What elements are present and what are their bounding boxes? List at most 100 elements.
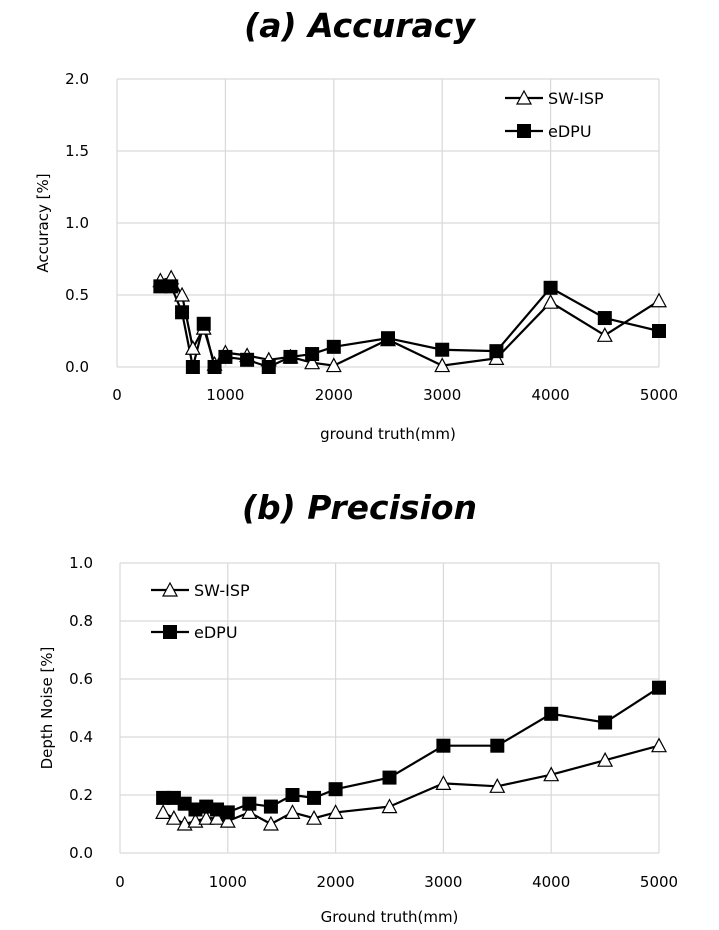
legend-label-edpu: eDPU: [194, 623, 238, 642]
data-point-sw-isp: [184, 340, 201, 355]
data-point-edpu: [188, 802, 203, 817]
data-point-sw-isp: [327, 804, 344, 820]
data-point-sw-isp: [325, 357, 342, 373]
data-point-edpu: [207, 360, 222, 374]
data-point-sw-isp: [174, 286, 191, 302]
data-point-sw-isp: [262, 815, 279, 831]
data-point-sw-isp: [165, 809, 182, 825]
legend-marker-sw-isp: [161, 581, 179, 597]
data-point-edpu: [381, 331, 395, 346]
series-line-sw-isp: [160, 276, 660, 367]
data-point-sw-isp: [435, 775, 452, 791]
y-tick-label: 1.5: [65, 142, 89, 160]
legend-marker-edpu: [163, 625, 177, 639]
legend-label-edpu: eDPU: [548, 122, 592, 141]
series-line-edpu: [160, 285, 660, 370]
data-point-edpu: [652, 324, 666, 338]
x-tick-label: 0: [112, 386, 122, 404]
data-point-sw-isp: [597, 751, 614, 767]
data-point-sw-isp: [596, 327, 613, 342]
x-tick-label: 3000: [424, 873, 462, 891]
x-tick-label: 1000: [206, 386, 244, 404]
data-point-edpu: [196, 316, 211, 331]
data-point-sw-isp: [304, 354, 321, 370]
data-point-edpu: [177, 796, 192, 811]
data-point-sw-isp: [306, 809, 323, 825]
accuracy-chart: 0.0 0.5 1.0 1.5 2.0 0 1000 2000 3000 4000 5000 grou…: [34, 70, 678, 443]
data-point-edpu: [326, 339, 341, 354]
y-tick-label: 2.0: [65, 70, 89, 88]
legend-label-sw-isp: SW-ISP: [194, 581, 250, 600]
y-axis-label: Depth Noise [%]: [38, 647, 56, 770]
data-point-edpu: [210, 802, 225, 817]
data-point-edpu: [263, 799, 278, 814]
data-point-edpu: [185, 360, 200, 374]
data-point-edpu: [153, 279, 168, 294]
legend-marker-edpu: [517, 124, 531, 138]
data-point-edpu: [156, 790, 171, 805]
data-point-sw-isp: [650, 292, 668, 308]
data-point-edpu: [305, 347, 320, 362]
data-point-edpu: [220, 805, 235, 820]
y-tick-label: 1.0: [65, 214, 89, 232]
data-point-sw-isp: [284, 804, 301, 820]
x-tick-label: 2000: [317, 873, 355, 891]
data-point-edpu: [166, 790, 181, 805]
y-tick-label: 0.8: [69, 612, 93, 630]
x-axis-label: ground truth(mm): [320, 425, 456, 443]
data-point-edpu: [544, 706, 559, 721]
data-point-edpu: [490, 738, 505, 753]
data-point-sw-isp: [209, 809, 226, 825]
series-line-edpu: [163, 686, 660, 814]
data-point-edpu: [285, 788, 300, 802]
y-tick-label: 0.6: [69, 670, 93, 688]
data-point-edpu: [240, 352, 255, 367]
chart-title-accuracy: (a) Accuracy: [244, 6, 475, 45]
y-axis-label: Accuracy [%]: [34, 173, 52, 272]
series-line-sw-isp: [162, 744, 660, 826]
data-point-edpu: [652, 680, 666, 695]
y-tick-label: 0.2: [69, 786, 93, 804]
data-point-edpu: [175, 305, 190, 320]
data-point-edpu: [283, 349, 298, 364]
data-point-edpu: [164, 279, 179, 294]
data-point-sw-isp: [241, 804, 258, 820]
x-tick-label: 1000: [209, 873, 247, 891]
x-tick-label: 3000: [423, 386, 461, 404]
y-tick-label: 1.0: [69, 554, 93, 572]
x-tick-label: 2000: [315, 386, 353, 404]
y-tick-label: 0.4: [69, 728, 93, 746]
data-point-edpu: [242, 796, 257, 811]
data-point-sw-isp: [650, 737, 668, 753]
data-point-edpu: [328, 782, 343, 797]
data-point-edpu: [436, 738, 451, 753]
data-point-sw-isp: [543, 766, 560, 782]
data-point-edpu: [435, 342, 450, 357]
data-point-edpu: [597, 311, 612, 326]
data-point-edpu: [218, 349, 233, 364]
precision-chart: 0.0 0.2 0.4 0.6 0.8 1.0 0 1000 2000 3000 4000 5000 G…: [38, 554, 678, 926]
x-tick-label: 5000: [640, 873, 678, 891]
data-point-edpu: [382, 770, 397, 785]
data-point-sw-isp: [155, 804, 172, 820]
data-point-edpu: [307, 790, 322, 805]
data-point-sw-isp: [489, 778, 506, 793]
data-point-sw-isp: [542, 293, 559, 309]
legend-marker-sw-isp: [515, 89, 533, 105]
x-axis-label: Ground truth(mm): [321, 908, 459, 926]
x-tick-label: 4000: [532, 386, 570, 404]
legend-label-sw-isp: SW-ISP: [548, 89, 604, 108]
data-point-edpu: [489, 344, 504, 359]
x-tick-label: 5000: [640, 386, 678, 404]
y-tick-label: 0.0: [65, 358, 89, 376]
x-tick-label: 0: [115, 873, 125, 891]
data-point-edpu: [261, 360, 276, 374]
data-point-sw-isp: [381, 798, 398, 814]
data-point-edpu: [199, 799, 214, 814]
data-point-sw-isp: [434, 357, 451, 373]
data-point-edpu: [598, 715, 613, 730]
y-tick-label: 0.0: [69, 844, 93, 862]
data-point-sw-isp: [198, 809, 215, 825]
x-tick-label: 4000: [532, 873, 570, 891]
